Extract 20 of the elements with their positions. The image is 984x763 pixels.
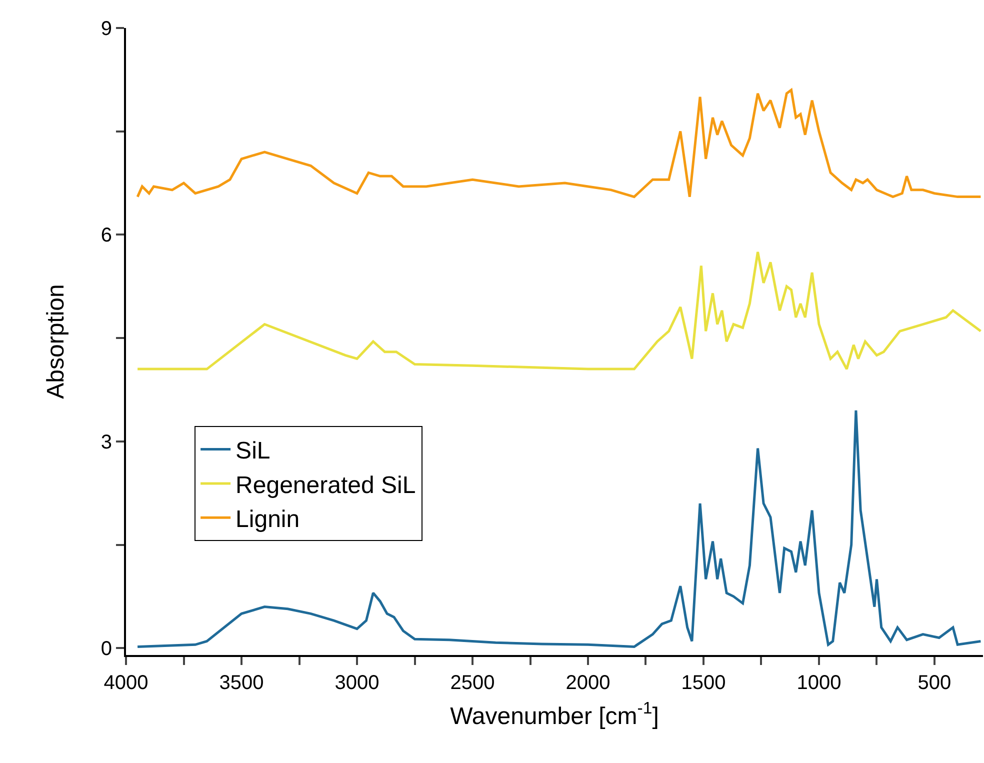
x-tick-label: 1500 [681,672,726,694]
x-tick-label: 3500 [219,672,264,694]
line-series [136,250,982,370]
legend-label: Lignin [236,506,300,534]
y-tick-label: 6 [100,224,112,247]
line-series [136,409,982,648]
line-series [136,88,982,198]
y-tick-label: 3 [100,431,112,454]
y-axis-title: Absorption [42,284,70,399]
y-tick-label: 0 [100,638,112,660]
x-tick-label: 4000 [104,672,148,694]
x-tick-label: 2000 [566,672,610,694]
x-tick-label: 3000 [334,672,380,694]
x-axis-title: Wavenumber [cm$^{-1}$] [450,698,659,730]
x-tick-label: 1000 [796,672,842,694]
legend-label: Regenerated SiL [236,472,416,499]
legend-label: SiL [236,438,270,465]
x-tick-label: 500 [918,672,952,694]
y-tick-label: 9 [100,18,112,40]
x-tick-label: 2500 [450,672,495,694]
